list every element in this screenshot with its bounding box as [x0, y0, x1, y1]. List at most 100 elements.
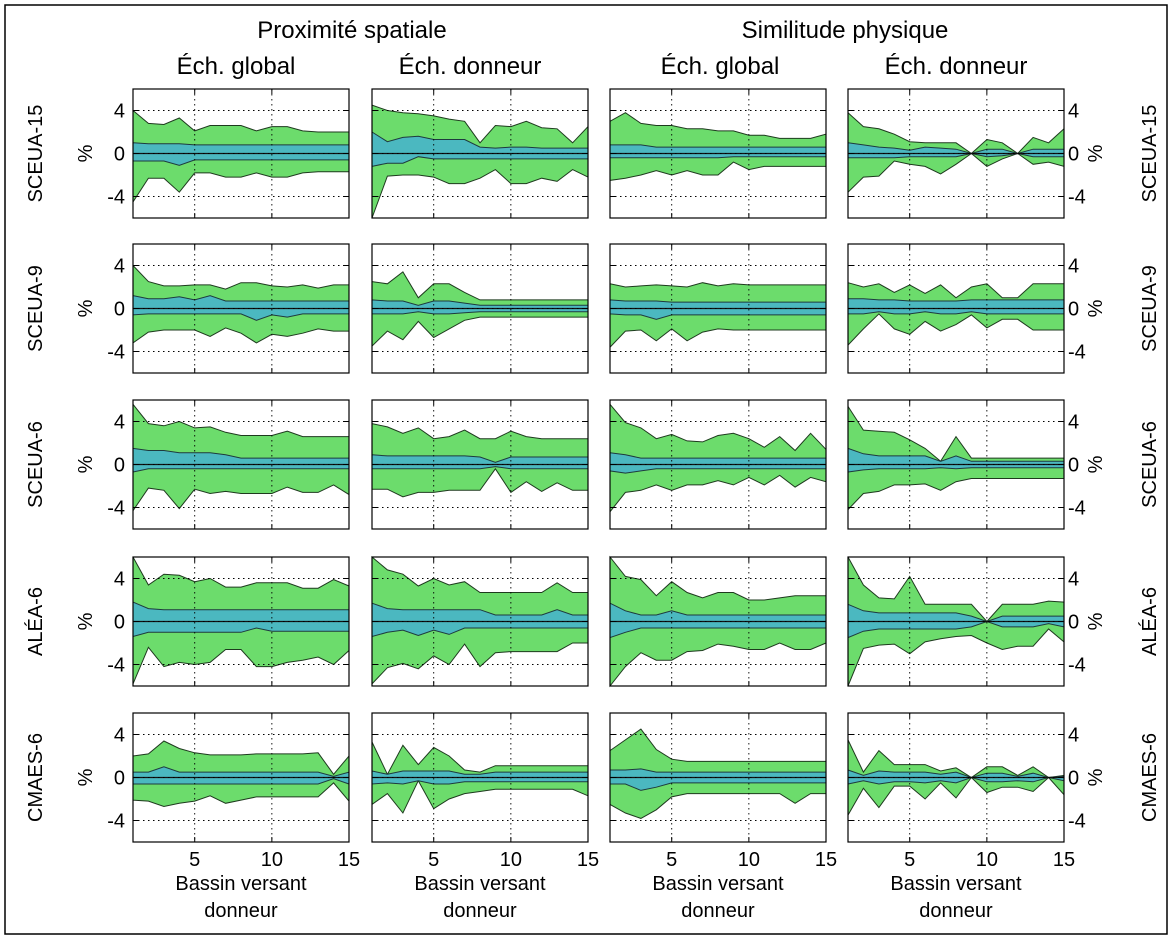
- y-tick-label: 0: [114, 768, 125, 790]
- y-unit-label-left: %: [75, 768, 97, 786]
- row-label-left: ALÉA-6: [24, 587, 47, 656]
- y-tick-label: 4: [1068, 256, 1079, 278]
- panel-frame: [132, 556, 350, 687]
- panel-frame: [847, 556, 1065, 687]
- panel-r3-c1: 4 0 -4: [107, 399, 350, 530]
- group-title-physical: Similitude physique: [742, 17, 949, 44]
- row-label-left: SCEUA-6: [25, 421, 47, 508]
- panel-frame: [132, 88, 350, 219]
- y-tick-label: 4: [114, 412, 125, 434]
- row-label-right: SCEUA-6: [1139, 421, 1161, 508]
- y-tick-label: 0: [114, 455, 125, 477]
- inner-band: [847, 298, 1065, 315]
- x-axis-label: donneur: [919, 900, 993, 922]
- panel-r1-c4: 4 0 -4: [847, 88, 1086, 219]
- x-axis-label: Bassin versant: [652, 873, 784, 895]
- y-tick-label: 4: [114, 101, 125, 123]
- panel-frame: [371, 88, 589, 219]
- x-axis-label: donneur: [443, 900, 517, 922]
- y-tick-label: 0: [1068, 612, 1079, 634]
- x-tick-label: 5: [904, 849, 915, 871]
- y-tick-label: 0: [114, 612, 125, 634]
- panel-frame: [847, 243, 1065, 374]
- panel-frame: [371, 712, 589, 843]
- panel-frame: [609, 712, 827, 843]
- y-tick-label: 0: [1068, 299, 1079, 321]
- x-tick-label: 15: [338, 849, 360, 871]
- x-tick-label: 15: [577, 849, 599, 871]
- row-label-right: CMAES-6: [1139, 733, 1161, 822]
- row-label-right: ALÉA-6: [1138, 587, 1161, 656]
- x-tick-label: 10: [976, 849, 998, 871]
- y-unit-label-right: %: [1085, 612, 1107, 630]
- y-tick-label: 4: [1068, 725, 1079, 747]
- y-tick-label: 0: [114, 144, 125, 166]
- y-tick-label: -4: [1068, 811, 1086, 833]
- panel-frame: [609, 88, 827, 219]
- panel-r5-c1: 4 0 -4 5 10 15: [107, 712, 360, 871]
- x-axis-label: Bassin versant: [890, 873, 1022, 895]
- x-tick-label: 5: [428, 849, 439, 871]
- y-tick-label: 0: [114, 299, 125, 321]
- x-tick-label: 10: [738, 849, 760, 871]
- panel-r4-c3: [609, 555, 827, 688]
- y-unit-label-left: %: [75, 144, 97, 162]
- y-tick-label: 4: [114, 569, 125, 591]
- x-tick-label: 10: [261, 849, 283, 871]
- column-title-3: Éch. global: [661, 53, 780, 80]
- panel-r1-c2: [371, 88, 589, 219]
- panel-r5-c4: 4 0 -4 5 10 15: [847, 712, 1086, 871]
- panel-frame: [371, 399, 589, 530]
- panel-frame: [132, 243, 350, 374]
- y-tick-label: 4: [114, 725, 125, 747]
- inner-band: [609, 144, 827, 159]
- y-tick-label: 4: [1068, 412, 1079, 434]
- column-title-1: Éch. global: [177, 53, 296, 80]
- y-tick-label: 0: [1068, 144, 1079, 166]
- y-tick-label: 0: [1068, 455, 1079, 477]
- panel-r4-c2: [371, 555, 589, 687]
- x-tick-label: 10: [500, 849, 522, 871]
- y-unit-label-right: %: [1085, 768, 1107, 786]
- column-title-4: Éch. donneur: [885, 53, 1028, 80]
- x-axis-label: Bassin versant: [414, 873, 546, 895]
- inner-band: [371, 454, 589, 470]
- panel-r3-c3: [609, 399, 827, 530]
- row-label-left: CMAES-6: [25, 733, 47, 822]
- row-label-right: SCEUA-9: [1139, 265, 1161, 352]
- y-tick-label: 4: [1068, 101, 1079, 123]
- y-tick-label: -4: [1068, 498, 1086, 520]
- group-title-spatial: Proximité spatiale: [257, 17, 446, 44]
- y-tick-label: -4: [107, 187, 125, 209]
- y-tick-label: -4: [1068, 655, 1086, 677]
- panel-frame: [609, 399, 827, 530]
- panel-frame: [847, 712, 1065, 843]
- row-label-left: SCEUA-9: [25, 265, 47, 352]
- panel-r2-c1: 4 0 -4: [107, 243, 350, 374]
- row-label-left: SCEUA-15: [25, 105, 47, 203]
- bottom-labels: Bassin versant donneur Bassin versant donne…: [175, 873, 1022, 922]
- panel-frame: [371, 556, 589, 687]
- x-tick-label: 5: [666, 849, 677, 871]
- x-tick-label: 5: [189, 849, 200, 871]
- y-tick-label: 4: [114, 256, 125, 278]
- y-unit-label-left: %: [75, 299, 97, 317]
- panel-frame: [609, 243, 827, 374]
- column-title-2: Éch. donneur: [399, 53, 542, 80]
- y-tick-label: 0: [1068, 768, 1079, 790]
- panel-r2-c2: [371, 243, 589, 374]
- y-unit-label-right: %: [1085, 144, 1107, 162]
- y-tick-label: -4: [107, 342, 125, 364]
- y-unit-label-left: %: [75, 455, 97, 473]
- panel-r3-c2: [371, 399, 589, 530]
- x-tick-label: 15: [815, 849, 837, 871]
- panel-r4-c4: 4 0 -4: [847, 556, 1086, 687]
- panel-r1-c1: 4 0 -4: [107, 88, 350, 219]
- panel-r2-c4: 4 0 -4: [847, 243, 1086, 374]
- panel-frame: [847, 399, 1065, 530]
- panel-grid: 4 0 -4 4 0 -4 4 0 -4 4 0 -4 4 0 -4 4 0 -4 4 0 -4 4 0 -4 4 0 -4 5 10 1…: [107, 88, 1086, 871]
- y-unit-label-right: %: [1085, 299, 1107, 317]
- y-unit-label-left: %: [75, 612, 97, 630]
- panel-r4-c1: 4 0 -4: [107, 556, 350, 687]
